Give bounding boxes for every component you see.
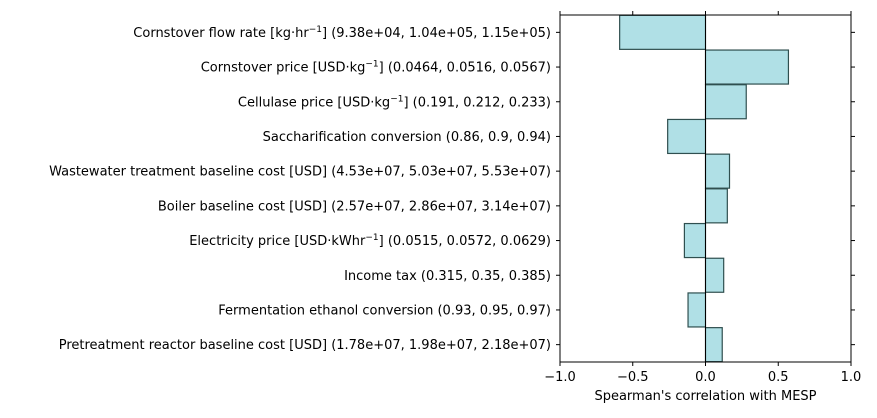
category-label: Wastewater treatment baseline cost [USD]… bbox=[49, 165, 551, 180]
x-ticks-group: −1.0 −0.5 0.0 0.5 1.0 bbox=[544, 11, 861, 385]
bar bbox=[683, 222, 707, 259]
bar bbox=[704, 257, 725, 293]
y-ticks-group bbox=[556, 31, 855, 346]
bar bbox=[704, 153, 731, 189]
category-label: Cellulase price [USD·kg−1] (0.191, 0.212… bbox=[238, 94, 551, 110]
x-tick-label: −1.0 bbox=[544, 370, 576, 385]
category-label: Pretreatment reactor baseline cost [USD]… bbox=[59, 338, 551, 353]
category-label: Boiler baseline cost [USD] (2.57e+07, 2.… bbox=[158, 199, 551, 214]
bar bbox=[704, 188, 728, 224]
bar bbox=[704, 49, 790, 85]
bar bbox=[704, 84, 747, 120]
x-tick-label: 0.0 bbox=[695, 370, 716, 385]
bar bbox=[619, 14, 707, 50]
x-axis-title: Spearman's correlation with MESP bbox=[594, 389, 816, 404]
y-labels-group: Cornstover flow rate [kg·hr−1] (9.38e+04… bbox=[49, 25, 551, 353]
category-label: Electricity price [USD·kWhr−1] (0.0515, … bbox=[189, 233, 551, 249]
bar bbox=[667, 118, 707, 155]
bar bbox=[687, 292, 707, 328]
category-label: Income tax (0.315, 0.35, 0.385) bbox=[344, 269, 551, 284]
category-label: Saccharification conversion (0.86, 0.9, … bbox=[263, 130, 551, 145]
x-tick-label: −0.5 bbox=[617, 370, 649, 385]
category-label: Fermentation ethanol conversion (0.93, 0… bbox=[218, 303, 551, 318]
category-label: Cornstover price [USD·kg−1] (0.0464, 0.0… bbox=[201, 60, 551, 76]
x-tick-label: 1.0 bbox=[841, 370, 862, 385]
x-tick-label: 0.5 bbox=[768, 370, 789, 385]
bar bbox=[704, 327, 723, 363]
bars-group bbox=[619, 14, 790, 363]
category-label: Cornstover flow rate [kg·hr−1] (9.38e+04… bbox=[133, 25, 551, 41]
